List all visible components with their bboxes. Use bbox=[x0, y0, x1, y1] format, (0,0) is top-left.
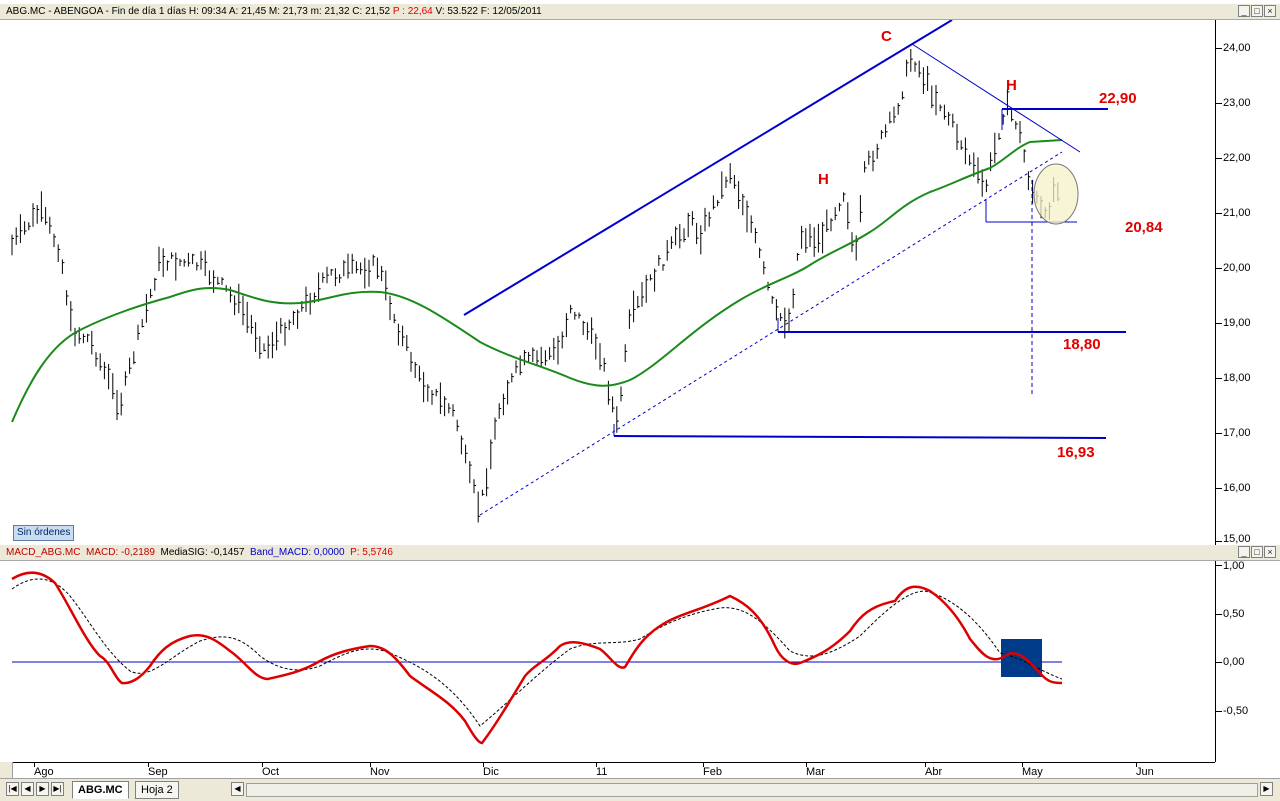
tab-hoja-2[interactable]: Hoja 2 bbox=[135, 781, 179, 799]
macd-chart-svg bbox=[11, 571, 1063, 745]
macd-info: MACD_ABG.MC MACD: -0,2189 MediaSIG: -0,1… bbox=[6, 545, 393, 560]
tab-abg-mc[interactable]: ABG.MC bbox=[72, 781, 129, 799]
sin-ordenes-badge[interactable]: Sin órdenes bbox=[13, 525, 75, 541]
level-label-2084: 20,84 bbox=[1125, 219, 1163, 236]
level-label-1880: 18,80 bbox=[1063, 336, 1101, 353]
month-ago: Ago bbox=[34, 766, 54, 778]
price-info-rest: V: 53.522 F: 12/05/2011 bbox=[435, 6, 542, 17]
scroll-left-button[interactable]: ◀ bbox=[231, 782, 244, 796]
y-label-2000: 20,00 bbox=[1223, 262, 1251, 274]
price-window-controls: _ □ × bbox=[1238, 5, 1276, 17]
month-oct: Oct bbox=[262, 766, 280, 778]
month-sep: Sep bbox=[148, 766, 168, 778]
macd-name: MACD_ABG.MC bbox=[6, 547, 81, 558]
price-y-axis: 24,00 23,00 22,00 21,00 20,00 19,00 18,0… bbox=[1215, 20, 1280, 545]
y-label-2300: 23,00 bbox=[1223, 97, 1251, 109]
macd-panel-header: MACD_ABG.MC MACD: -0,2189 MediaSIG: -0,1… bbox=[0, 545, 1280, 561]
highlight-ellipse bbox=[1033, 163, 1079, 225]
y-label-2400: 24,00 bbox=[1223, 42, 1251, 54]
bottom-tab-bar: |◀ ◀ ▶ ▶| ABG.MC Hoja 2 ◀ ▶ bbox=[0, 778, 1280, 801]
pattern-label-h-left: H bbox=[818, 171, 829, 188]
price-chart[interactable]: C H H 22,90 20,84 18,80 16,93 bbox=[0, 19, 1215, 545]
moving-average-line bbox=[11, 139, 1063, 423]
time-axis-left-edge bbox=[0, 762, 13, 778]
y-label-1800: 18,00 bbox=[1223, 372, 1251, 384]
macd-maximize-button[interactable]: □ bbox=[1251, 546, 1263, 558]
last-sheet-button[interactable]: ▶| bbox=[51, 782, 64, 796]
upper-channel-line bbox=[463, 19, 953, 316]
time-axis: Ago Sep Oct Nov Dic 11 Feb Mar Abr May J… bbox=[0, 762, 1215, 779]
macd-chart[interactable] bbox=[0, 561, 1215, 762]
month-jun: Jun bbox=[1136, 766, 1154, 778]
macd-y-label-neg050: -0,50 bbox=[1223, 705, 1249, 717]
macd-value: MACD: -0,2189 bbox=[86, 547, 155, 558]
month-nov: Nov bbox=[370, 766, 390, 778]
dashed-support-line bbox=[479, 151, 1063, 516]
minimize-button[interactable]: _ bbox=[1238, 5, 1250, 17]
month-11: 11 bbox=[596, 766, 608, 778]
macd-close-button[interactable]: × bbox=[1264, 546, 1276, 558]
y-label-1500: 15,00 bbox=[1223, 533, 1251, 545]
y-label-1900: 19,00 bbox=[1223, 317, 1251, 329]
macd-y-label-000: 0,00 bbox=[1223, 656, 1245, 668]
horizontal-scrollbar[interactable] bbox=[246, 783, 1258, 797]
close-button[interactable]: × bbox=[1264, 5, 1276, 17]
level-1693-line bbox=[613, 435, 1107, 439]
price-info-p: P : 22,64 bbox=[392, 6, 433, 17]
y-label-1600: 16,00 bbox=[1223, 482, 1251, 494]
macd-band-value: Band_MACD: 0,0000 bbox=[250, 547, 345, 558]
price-panel-info: ABG.MC - ABENGOA - Fin de día 1 días H: … bbox=[6, 4, 542, 19]
next-sheet-button[interactable]: ▶ bbox=[36, 782, 49, 796]
y-label-2200: 22,00 bbox=[1223, 152, 1251, 164]
price-info-text: ABG.MC - ABENGOA - Fin de día 1 días H: … bbox=[6, 6, 391, 17]
maximize-button[interactable]: □ bbox=[1251, 5, 1263, 17]
month-feb: Feb bbox=[703, 766, 722, 778]
level-label-2290: 22,90 bbox=[1099, 90, 1137, 107]
prev-sheet-button[interactable]: ◀ bbox=[21, 782, 34, 796]
price-chart-svg bbox=[11, 19, 1126, 523]
macd-highlight-box bbox=[1001, 639, 1042, 677]
month-may: May bbox=[1022, 766, 1043, 778]
macd-minimize-button[interactable]: _ bbox=[1238, 546, 1250, 558]
pattern-label-c: C bbox=[881, 28, 892, 45]
month-dic: Dic bbox=[483, 766, 499, 778]
macd-y-label-050: 0,50 bbox=[1223, 608, 1245, 620]
scroll-right-button[interactable]: ▶ bbox=[1260, 782, 1273, 796]
level-label-1693: 16,93 bbox=[1057, 444, 1095, 461]
macd-window-controls: _ □ × bbox=[1238, 546, 1276, 558]
pattern-label-h-right: H bbox=[1006, 77, 1017, 94]
macd-y-label-100: 1,00 bbox=[1223, 560, 1245, 572]
macd-y-axis: 1,00 0,50 0,00 -0,50 bbox=[1215, 560, 1280, 762]
month-abr: Abr bbox=[925, 766, 943, 778]
month-mar: Mar bbox=[806, 766, 825, 778]
y-label-1700: 17,00 bbox=[1223, 427, 1251, 439]
macd-signal-line bbox=[11, 578, 1063, 727]
macd-main-line bbox=[11, 571, 1063, 745]
first-sheet-button[interactable]: |◀ bbox=[6, 782, 19, 796]
macd-signal-value: MediaSIG: -0,1457 bbox=[160, 547, 245, 558]
price-bars bbox=[11, 49, 1060, 523]
price-panel-header: ABG.MC - ABENGOA - Fin de día 1 días H: … bbox=[0, 4, 1280, 20]
macd-p-value: P: 5,5746 bbox=[350, 547, 393, 558]
y-label-2100: 21,00 bbox=[1223, 207, 1251, 219]
descending-trend-line bbox=[911, 43, 1081, 153]
